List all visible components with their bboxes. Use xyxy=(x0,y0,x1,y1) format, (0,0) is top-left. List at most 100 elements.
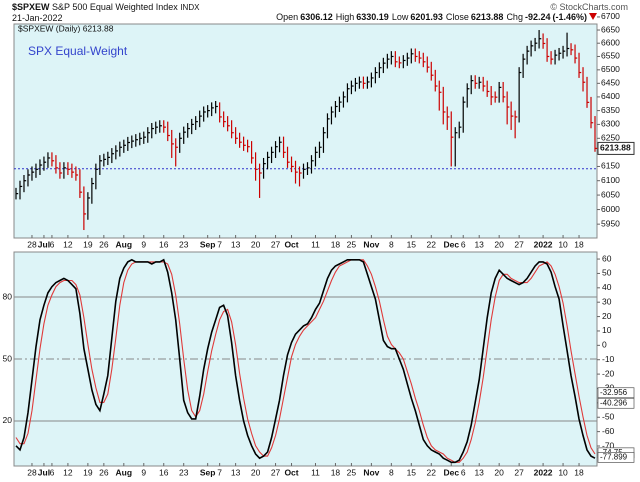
y-tick-label: 6150 xyxy=(601,161,620,171)
y2-tick-label: 50 xyxy=(602,268,612,278)
quote-label: Chg xyxy=(506,12,523,22)
series-line xyxy=(15,258,596,464)
quote-value: 6306.12 xyxy=(300,12,333,22)
y-tick-label: 5950 xyxy=(601,218,620,228)
x-tick-label: 7 xyxy=(217,239,222,249)
x-tick-label: 13 xyxy=(474,467,484,477)
x-tick-label: 22 xyxy=(427,467,437,477)
x-tick-label: 11 xyxy=(311,467,320,477)
arrow-shape xyxy=(589,13,597,20)
x-tick-label: Oct xyxy=(284,239,298,249)
date: 21-Jan-2022 xyxy=(12,13,63,23)
x-tick-label: 27 xyxy=(514,467,524,477)
quote-label: Low xyxy=(391,12,409,22)
x-tick-label: 22 xyxy=(427,239,437,249)
x-tick-label: 20 xyxy=(251,467,261,477)
y-tick-label: 6450 xyxy=(601,78,620,88)
y2-tick-label: 60 xyxy=(602,253,612,263)
value-box-label: -32.956 xyxy=(600,388,628,397)
y2-tick-label: 30 xyxy=(602,296,612,306)
x-tick-label: 28 xyxy=(27,467,37,477)
y2-tick-label: 0 xyxy=(602,340,607,350)
last-value-label: 6213.88 xyxy=(600,143,631,153)
x-tick-label: Sep xyxy=(200,467,216,477)
x-tick-label: 15 xyxy=(407,467,417,477)
x-tick-label: 13 xyxy=(474,239,484,249)
x-tick-label: 6 xyxy=(50,239,55,249)
x-tick-label: 8 xyxy=(389,467,394,477)
x-tick-label: 25 xyxy=(347,467,357,477)
value-box xyxy=(597,397,635,409)
legend-label: SPX Equal-Weight xyxy=(28,44,128,58)
y-tick-label: 20 xyxy=(3,415,13,425)
quote-value: -92.24 xyxy=(524,12,551,22)
y2-tick-label: 10 xyxy=(602,325,612,335)
y-tick-label: 6400 xyxy=(601,91,620,101)
x-tick-label: 12 xyxy=(63,467,73,477)
value-box xyxy=(597,452,635,463)
x-tick-label: Dec xyxy=(443,467,459,477)
x-tick-label: 9 xyxy=(141,239,146,249)
x-tick-label: Dec xyxy=(443,239,459,249)
x-tick-label: 25 xyxy=(347,239,357,249)
x-tick-label: Nov xyxy=(363,239,379,249)
x-tick-label: 19 xyxy=(83,467,93,477)
x-tick-label: 16 xyxy=(159,467,169,477)
y-tick-label: 6500 xyxy=(601,64,620,74)
quote-value: 6330.19 xyxy=(356,12,389,22)
value-box-label: -40.296 xyxy=(600,398,628,407)
x-tick-label: Sep xyxy=(200,239,216,249)
value-box-label: -77.899 xyxy=(600,452,628,461)
y-tick-label: 50 xyxy=(3,353,13,363)
x-tick-label: 6 xyxy=(461,467,466,477)
symbol: $SPXEW xyxy=(12,2,50,12)
y2-tick-label: -10 xyxy=(602,354,615,364)
x-tick-label: 2022 xyxy=(534,239,553,249)
x-tick-label: 13 xyxy=(231,239,241,249)
quote: Open 6306.12 High 6330.19 Low 6201.93 Close 621… xyxy=(273,12,598,22)
y-tick-label: 6050 xyxy=(601,189,620,199)
quote-label: Close xyxy=(445,12,469,22)
exchange: INDX xyxy=(180,3,200,12)
quote-value: 6213.88 xyxy=(470,12,504,22)
x-tick-label: 20 xyxy=(494,467,504,477)
y-tick-label: 6350 xyxy=(601,105,620,115)
y2-tick-label: -70 xyxy=(602,440,615,450)
x-tick-label: 7 xyxy=(217,467,222,477)
series-label: $SPXEW (Daily) 6213.88 xyxy=(18,23,114,33)
quote-label: Open xyxy=(276,12,299,22)
x-tick-label: 15 xyxy=(407,239,417,249)
x-tick-label: 20 xyxy=(494,239,504,249)
x-tick-label: 18 xyxy=(574,239,584,249)
y-tick-label: 6700 xyxy=(601,11,620,21)
y-tick-label: 80 xyxy=(3,291,13,301)
y-tick-label: 6300 xyxy=(601,119,620,129)
x-tick-label: 10 xyxy=(558,239,568,249)
x-tick-label: 18 xyxy=(331,239,341,249)
x-tick-label: 26 xyxy=(99,239,109,249)
x-tick-label: 6 xyxy=(461,239,466,249)
x-tick-label: 28 xyxy=(27,239,37,249)
x-tick-label: 23 xyxy=(179,467,189,477)
y-tick-label: 6000 xyxy=(601,204,620,214)
x-tick-label: 10 xyxy=(558,467,568,477)
x-tick-label: Jul xyxy=(38,467,50,477)
y-tick-label: 6100 xyxy=(601,175,620,185)
value-box xyxy=(597,387,635,399)
change-pct: (-1.46%) xyxy=(552,12,587,22)
x-tick-label: 20 xyxy=(251,239,261,249)
x-tick-label: 9 xyxy=(141,467,146,477)
quote-value: 6201.93 xyxy=(410,12,443,22)
x-tick-label: Nov xyxy=(363,467,379,477)
x-tick-label: 18 xyxy=(574,467,584,477)
x-tick-label: 2022 xyxy=(534,467,553,477)
y2-tick-label: 20 xyxy=(602,311,612,321)
index-name: S&P 500 Equal Weighted Index xyxy=(52,2,178,12)
panel-background xyxy=(13,23,598,239)
x-tick-label: Oct xyxy=(284,467,298,477)
y2-tick-label: -60 xyxy=(602,426,615,436)
y-tick-label: 6250 xyxy=(601,133,620,143)
x-tick-label: 27 xyxy=(271,239,281,249)
